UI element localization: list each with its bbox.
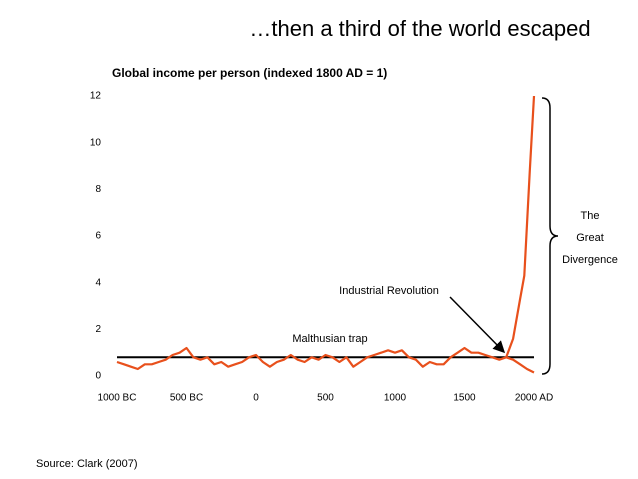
annotation: Divergence: [562, 254, 618, 266]
chart-subtitle: Global income per person (indexed 1800 A…: [112, 66, 387, 80]
x-tick-label: 500 BC: [170, 393, 203, 404]
y-tick-label: 8: [95, 184, 101, 195]
y-tick-label: 0: [95, 371, 101, 382]
x-tick-label: 1000: [384, 393, 407, 404]
x-tick-label: 0: [253, 393, 259, 404]
y-tick-label: 6: [95, 231, 101, 242]
chart-title: …then a third of the world escaped: [249, 16, 590, 41]
x-tick-label: 2000 AD: [515, 393, 553, 404]
y-tick-label: 10: [90, 137, 102, 148]
y-tick-label: 2: [95, 324, 101, 335]
x-tick-label: 1500: [453, 393, 476, 404]
line: [505, 356, 535, 374]
x-tick-label: 500: [317, 393, 334, 404]
annotation: Industrial Revolution: [339, 285, 439, 297]
x-tick-label: 1000 BC: [98, 393, 137, 404]
annotation: Great: [576, 232, 604, 244]
source: Source: Clark (2007): [36, 458, 138, 470]
y-tick-label: 12: [90, 91, 102, 102]
line: [116, 95, 536, 371]
arrow: [449, 296, 506, 354]
brace: [541, 97, 559, 375]
annotation: Malthusian trap: [292, 333, 367, 345]
y-tick-label: 4: [95, 277, 101, 288]
annotation: The: [581, 210, 600, 222]
